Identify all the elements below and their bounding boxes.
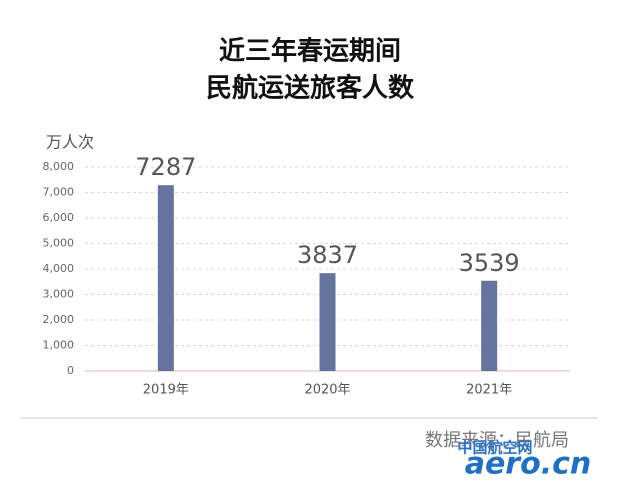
value-label: 3539	[459, 249, 520, 277]
value-label: 3837	[297, 241, 358, 269]
y-tick-label: 2,000	[43, 313, 75, 326]
y-axis-label: 万人次	[46, 133, 94, 152]
y-tick-label: 8,000	[43, 160, 75, 173]
x-tick-label: 2019年	[143, 383, 189, 398]
y-tick-label: 3,000	[43, 288, 75, 301]
y-tick-label: 4,000	[43, 262, 75, 275]
watermark: aero.cn	[465, 447, 592, 482]
watermark: 中国航空网	[457, 439, 532, 457]
chart-title: 民航运送旅客人数	[206, 73, 415, 104]
source: 数据来源：民航局	[425, 430, 569, 451]
bar	[319, 273, 336, 371]
y-tick-label: 7,000	[43, 186, 75, 199]
y-tick-label: 1,000	[43, 339, 75, 352]
bar	[157, 185, 174, 371]
bar	[481, 280, 498, 371]
chart-title: 近三年春运期间	[219, 36, 401, 67]
x-tick-label: 2020年	[304, 383, 350, 398]
x-tick-label: 2021年	[466, 383, 512, 398]
value-label: 7287	[135, 153, 196, 181]
y-tick-label: 5,000	[43, 237, 75, 250]
y-tick-label: 0	[67, 364, 74, 377]
y-tick-label: 6,000	[43, 211, 75, 224]
